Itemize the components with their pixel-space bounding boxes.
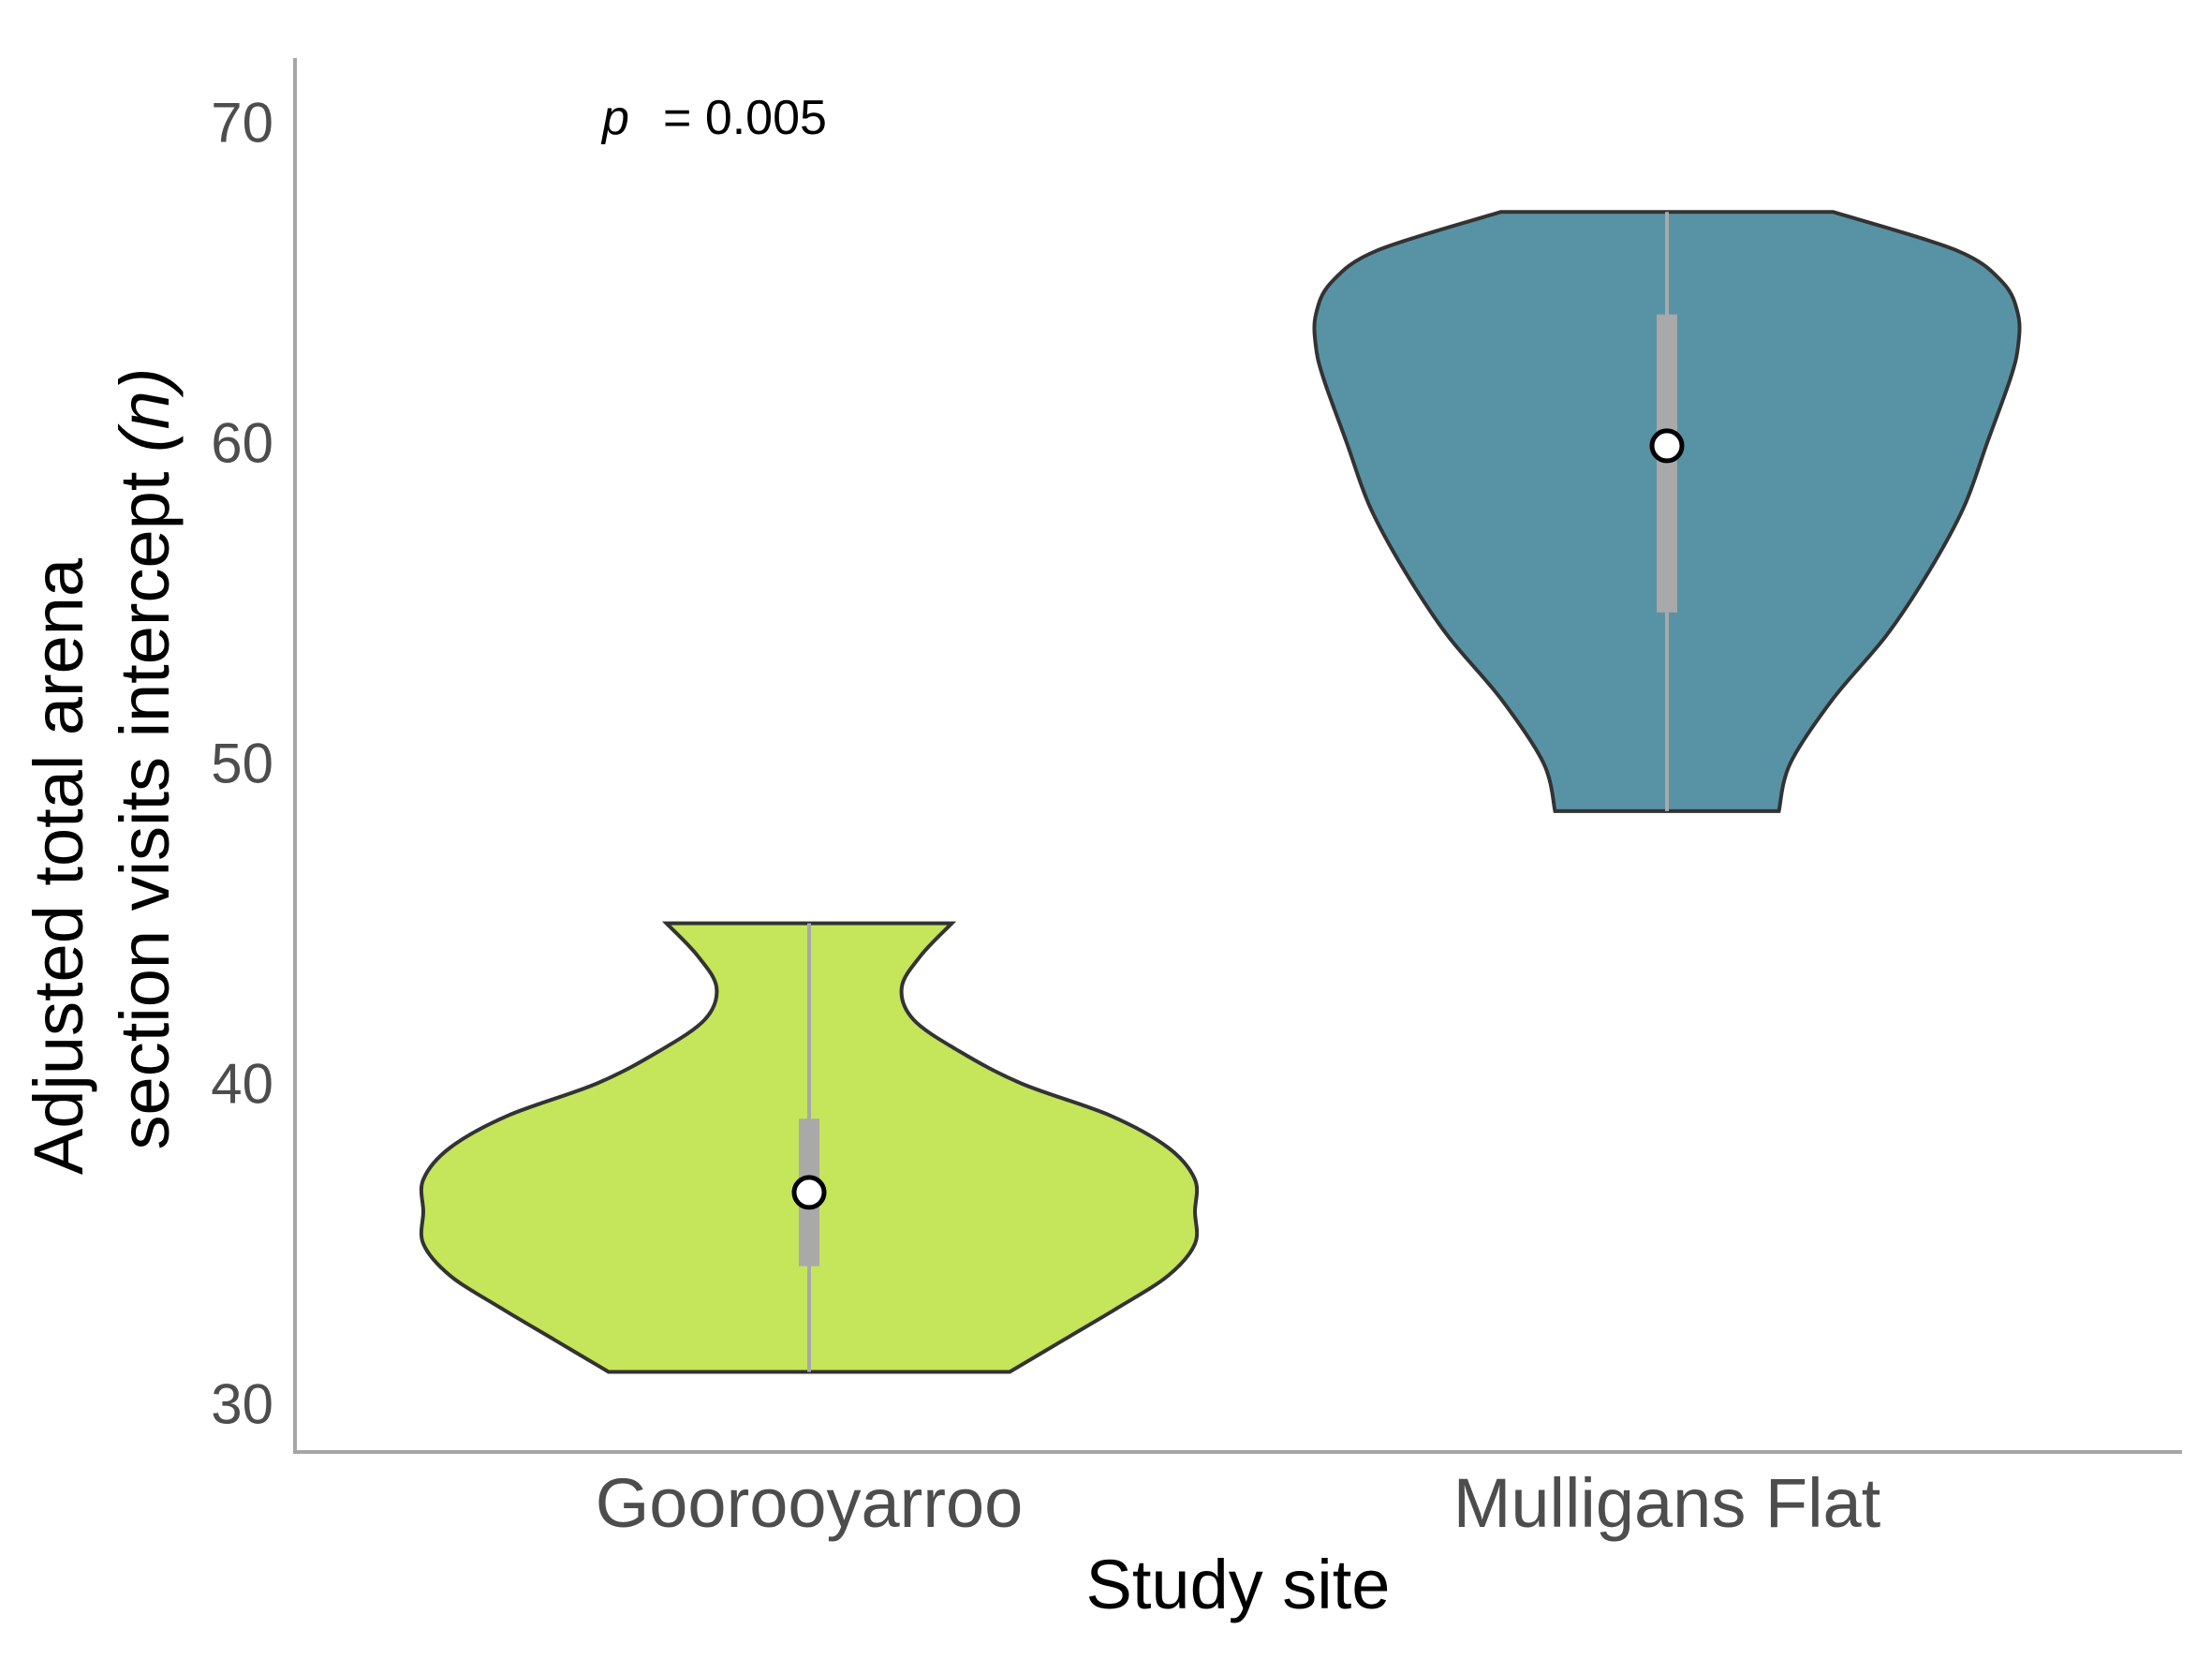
y-axis-title-line2: section visits intercept (n) — [106, 368, 184, 1150]
p-value-text: = 0.005 — [663, 91, 827, 145]
y-tick-label-30: 30 — [211, 1373, 273, 1436]
x-tick-label-goorooyarroo: Goorooyarroo — [596, 1464, 1024, 1542]
median-point-mulligans-flat — [1649, 428, 1685, 464]
p-value-symbol: p — [600, 91, 629, 145]
violin-goorooyarroo — [419, 921, 1200, 1374]
violin-mulligans-flat — [1312, 210, 2022, 813]
x-axis-title: Study site — [1086, 1546, 1391, 1623]
y-axis-title-n: (n) — [106, 368, 184, 452]
median-point-goorooyarroo — [791, 1175, 827, 1210]
y-axis-ticks: 30 40 50 60 70 — [211, 91, 273, 1435]
y-axis-title-line2-main: section visits intercept — [106, 471, 184, 1149]
y-tick-label-60: 60 — [211, 411, 273, 474]
y-tick-label-50: 50 — [211, 733, 273, 795]
y-tick-label-70: 70 — [211, 91, 273, 154]
iqr-box-mulligans-flat — [1657, 314, 1677, 613]
x-tick-label-mulligans-flat: Mulligans Flat — [1453, 1464, 1881, 1542]
x-axis-ticks: Goorooyarroo Mulligans Flat — [596, 1464, 1881, 1542]
y-tick-label-40: 40 — [211, 1053, 273, 1116]
y-axis-title-line1: Adjusted total arena — [20, 557, 97, 1175]
violins-layer — [419, 210, 2022, 1374]
